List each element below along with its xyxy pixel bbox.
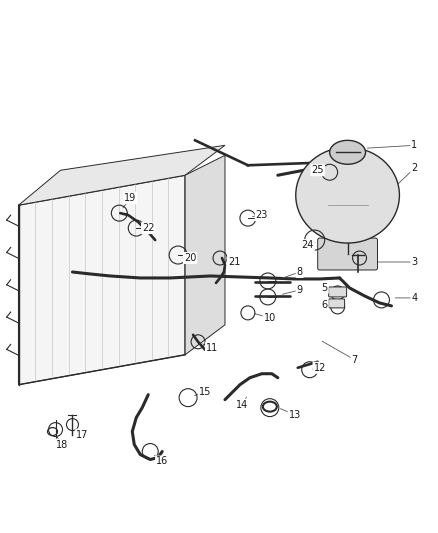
FancyBboxPatch shape [328,299,345,308]
Text: 22: 22 [142,223,155,233]
Text: 7: 7 [351,355,358,365]
Text: 13: 13 [289,410,301,419]
Text: 6: 6 [321,300,328,310]
Text: 20: 20 [184,253,196,263]
Text: 10: 10 [264,313,276,323]
Text: 8: 8 [297,267,303,277]
Polygon shape [19,175,185,385]
Text: 16: 16 [156,456,168,466]
Ellipse shape [296,147,399,243]
Text: 21: 21 [228,257,240,267]
Text: 15: 15 [199,386,211,397]
Text: 5: 5 [321,283,328,293]
Text: 18: 18 [57,440,69,449]
Text: 12: 12 [314,363,326,373]
Text: 24: 24 [301,240,314,250]
Ellipse shape [330,140,366,164]
FancyBboxPatch shape [318,238,378,270]
Text: 1: 1 [411,140,417,150]
Text: 23: 23 [256,210,268,220]
Text: 2: 2 [411,163,417,173]
Polygon shape [185,155,225,355]
Text: 19: 19 [124,193,136,203]
Text: 11: 11 [206,343,218,353]
Text: 14: 14 [236,400,248,410]
Text: 25: 25 [311,165,324,175]
Text: 17: 17 [76,430,88,440]
FancyBboxPatch shape [328,287,346,297]
Text: 4: 4 [411,293,417,303]
Text: 9: 9 [297,285,303,295]
Polygon shape [19,146,225,205]
Text: 3: 3 [411,257,417,267]
